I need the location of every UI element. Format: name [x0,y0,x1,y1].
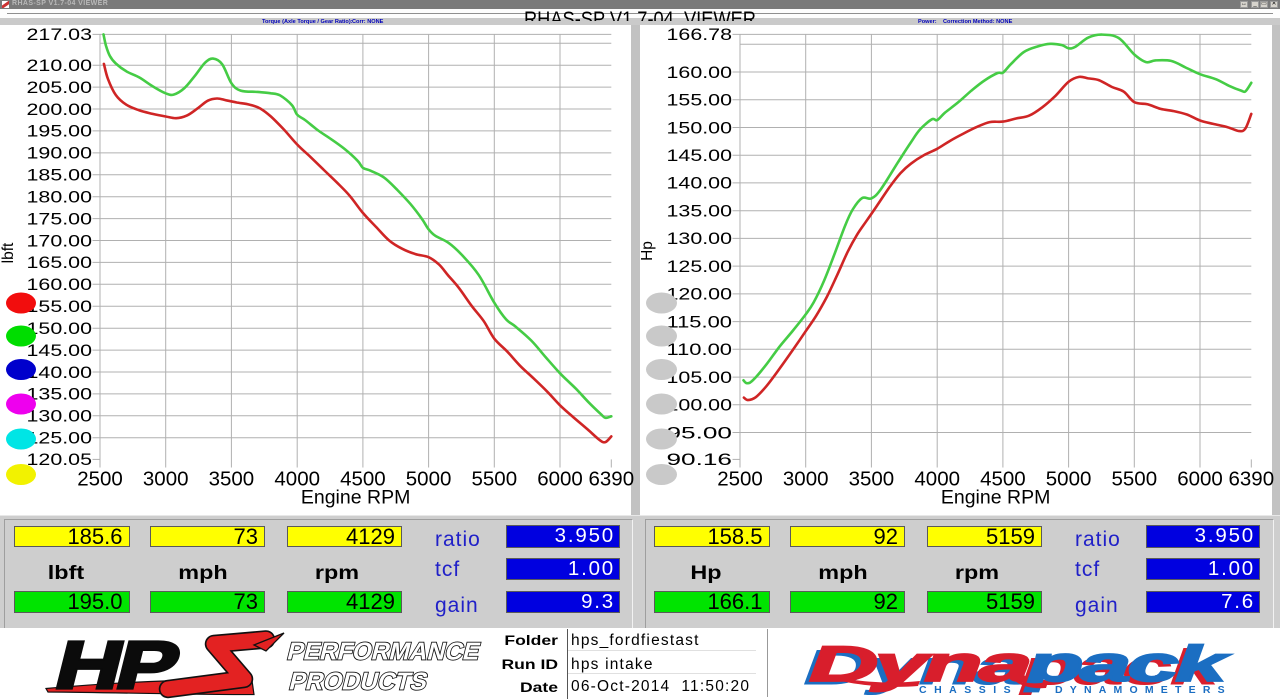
svg-text:5000: 5000 [1046,468,1092,491]
svg-text:170.00: 170.00 [27,232,93,250]
svg-text:6000: 6000 [1177,468,1223,491]
svg-text:3000: 3000 [783,468,829,491]
svg-text:90.16: 90.16 [667,451,733,469]
svg-text:185.00: 185.00 [27,167,93,185]
svg-text:Hp: Hp [639,241,656,261]
svg-text:166.78: 166.78 [667,26,733,44]
svg-text:4000: 4000 [274,468,320,491]
svg-text:3500: 3500 [849,468,895,491]
svg-text:150.00: 150.00 [667,119,733,137]
svg-text:165.00: 165.00 [27,254,93,272]
svg-text:160.00: 160.00 [27,276,93,294]
svg-text:5500: 5500 [471,468,517,491]
svg-text:145.00: 145.00 [667,147,733,165]
svg-text:4000: 4000 [914,468,960,491]
svg-text:125.00: 125.00 [27,430,93,448]
svg-text:6000: 6000 [537,468,583,491]
svg-text:3000: 3000 [143,468,189,491]
svg-text:120.00: 120.00 [667,286,733,304]
svg-text:130.00: 130.00 [667,230,733,248]
svg-text:135.00: 135.00 [667,203,733,221]
svg-text:115.00: 115.00 [667,313,733,331]
svg-text:210.00: 210.00 [27,57,93,75]
svg-text:120.05: 120.05 [27,451,93,469]
svg-text:145.00: 145.00 [27,342,93,360]
svg-text:140.00: 140.00 [27,364,93,382]
svg-text:RHAS-SP V1.7-04 VIEWER: RHAS-SP V1.7-04 VIEWER [524,9,756,21]
svg-text:190.00: 190.00 [27,145,93,163]
svg-text:105.00: 105.00 [667,369,733,387]
svg-text:200.00: 200.00 [27,101,93,119]
svg-text:95.00: 95.00 [667,424,733,442]
svg-text:4500: 4500 [340,468,386,491]
svg-text:3500: 3500 [209,468,255,491]
svg-text:140.00: 140.00 [667,175,733,193]
svg-text:PERFORMANCE: PERFORMANCE [285,638,484,666]
svg-text:175.00: 175.00 [27,210,93,228]
svg-text:135.00: 135.00 [27,386,93,404]
svg-text:217.03: 217.03 [27,26,93,44]
svg-text:130.00: 130.00 [27,408,93,426]
svg-text:4500: 4500 [980,468,1026,491]
svg-text:2500: 2500 [77,468,123,491]
svg-text:5000: 5000 [406,468,452,491]
svg-text:155.00: 155.00 [27,298,93,316]
svg-text:155.00: 155.00 [667,92,733,110]
svg-text:150.00: 150.00 [27,320,93,338]
svg-text:6390: 6390 [588,468,634,491]
svg-text:195.00: 195.00 [27,123,93,141]
svg-text:160.00: 160.00 [667,64,733,82]
svg-text:205.00: 205.00 [27,79,93,97]
svg-text:110.00: 110.00 [667,341,733,359]
svg-text:Engine RPM: Engine RPM [941,487,1050,509]
svg-text:Engine RPM: Engine RPM [301,487,410,509]
svg-text:5500: 5500 [1111,468,1157,491]
svg-text:HP: HP [48,628,185,699]
svg-text:2500: 2500 [717,468,763,491]
svg-text:180.00: 180.00 [27,189,93,207]
svg-text:125.00: 125.00 [667,258,733,276]
svg-text:100.00: 100.00 [667,397,733,415]
svg-text:lbft: lbft [0,242,17,263]
svg-text:PRODUCTS: PRODUCTS [287,668,431,696]
svg-text:6390: 6390 [1228,468,1274,491]
